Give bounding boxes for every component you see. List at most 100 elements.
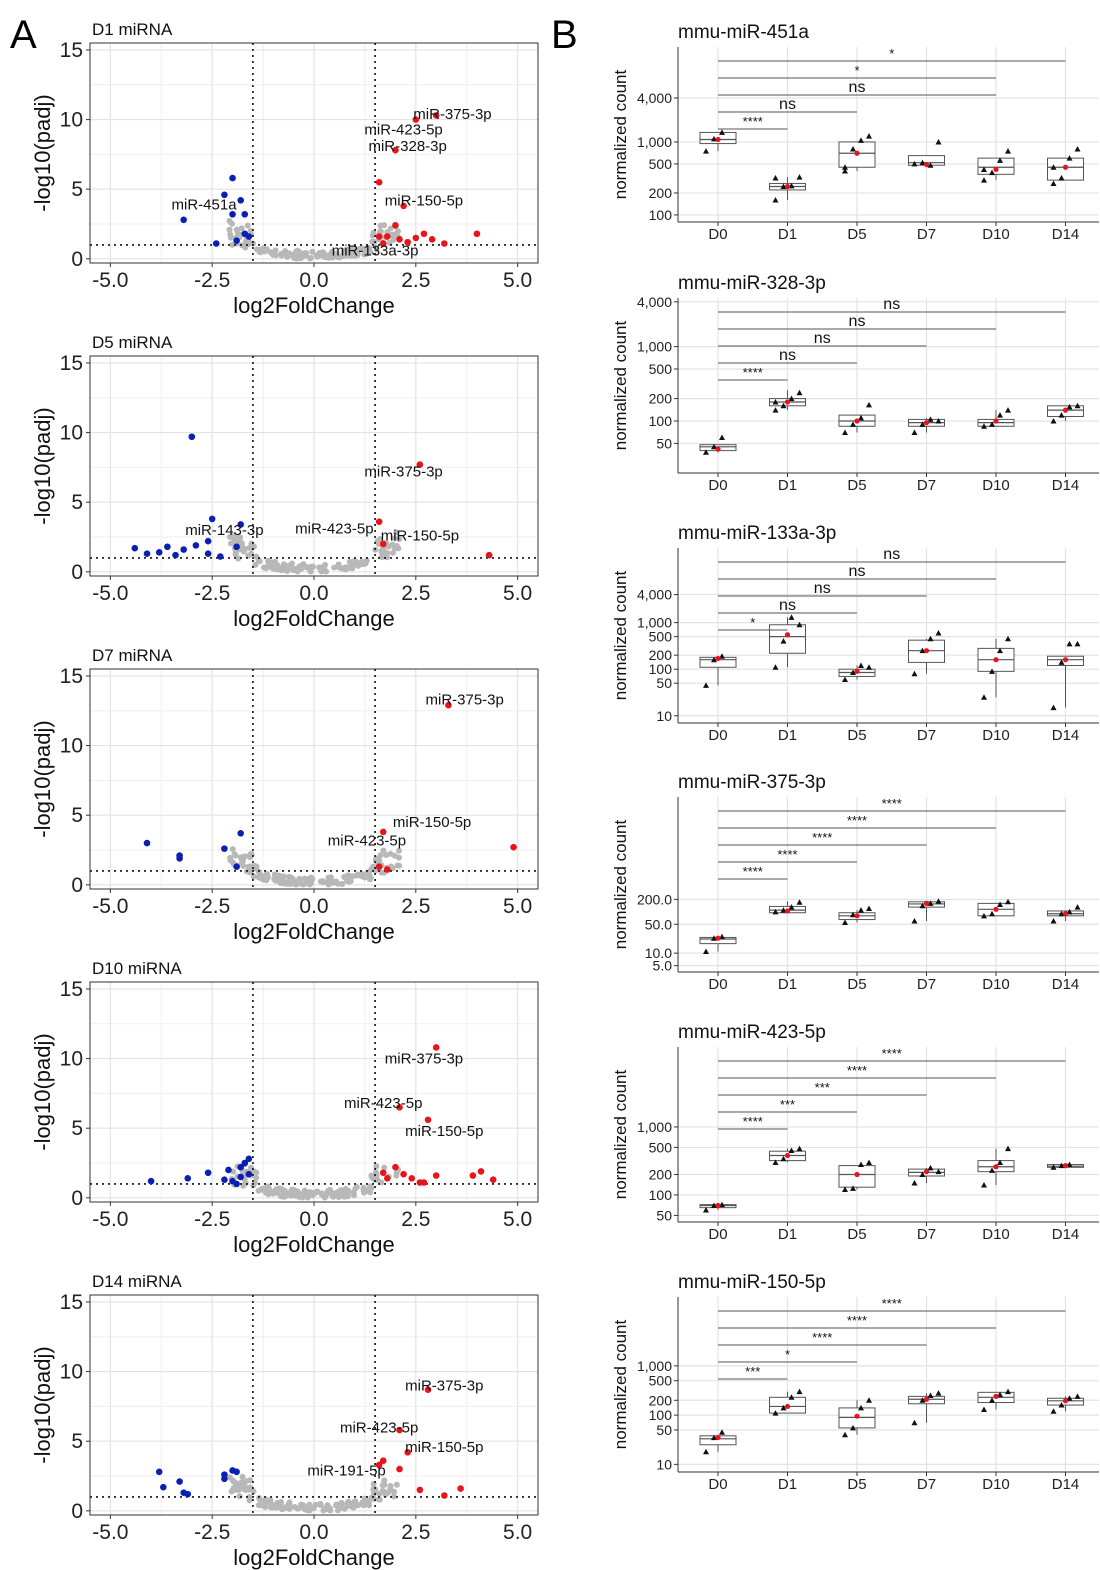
point-up: [396, 236, 403, 243]
mean-point: [715, 655, 721, 662]
point-label: miR-423-5p: [340, 1419, 418, 1436]
sample-point: [842, 167, 848, 174]
sample-point: [989, 169, 995, 176]
point-ns: [360, 1185, 367, 1192]
box-plot: D0 D1 D5 D7 D10 D14 5.010.0 50.0 200.0 **** **** **…: [611, 772, 1099, 993]
point-down: [204, 1169, 212, 1177]
point-up: [416, 461, 424, 468]
point-up: [432, 112, 440, 119]
point-ns: [256, 1496, 263, 1503]
point-ns: [253, 1174, 260, 1181]
point-down: [229, 210, 236, 218]
plot-frame: [89, 1294, 539, 1516]
point-up: [379, 240, 387, 247]
point-ns: [253, 1169, 260, 1176]
x-tick-label: D1: [778, 1476, 797, 1493]
significance-label: ns: [814, 330, 831, 347]
point-up: [379, 1457, 387, 1464]
x-tick-label: D14: [1052, 477, 1080, 494]
point-up: [379, 540, 387, 548]
point-ns: [227, 231, 234, 238]
point-label: miR-375-3p: [405, 1378, 483, 1395]
y-axis-label: normalized count: [611, 1069, 630, 1199]
point-ns: [317, 252, 324, 259]
sample-point: [850, 1424, 856, 1431]
significance-label: ***: [815, 1080, 830, 1095]
sample-point: [780, 1155, 787, 1162]
x-tick-label: D5: [847, 1226, 866, 1243]
point-ns: [356, 245, 363, 252]
mean-point: [993, 657, 999, 663]
charts: -5.0 -2.5 0.0 2.5 5.0051015miR-375-3pmiR-423…: [30, 20, 1099, 1570]
point-down: [180, 546, 187, 553]
point-up: [469, 1172, 477, 1179]
x-tick-label: -5.0: [92, 1521, 128, 1544]
sample-point: [927, 635, 934, 642]
point-label: miR-423-5p: [328, 832, 406, 849]
plot-area: [678, 298, 1099, 473]
point-up: [396, 1104, 403, 1111]
x-tick-label: 5.0: [503, 895, 532, 918]
point-ns: [381, 1164, 388, 1171]
sample-point: [911, 1179, 918, 1186]
sample-point: [796, 621, 803, 628]
x-tick-label: D5: [847, 976, 866, 993]
point-ns: [270, 251, 277, 258]
point-ns: [369, 238, 376, 245]
point-down: [237, 830, 244, 837]
point-ns: [313, 252, 320, 259]
point-up: [457, 1485, 464, 1492]
point-ns: [380, 847, 387, 854]
x-tick-label: D7: [917, 976, 936, 993]
point-ns: [246, 869, 253, 876]
y-tick-label: 15: [60, 352, 83, 375]
sample-point: [772, 197, 779, 203]
mean-point: [784, 1152, 791, 1159]
point-ns: [299, 563, 306, 570]
point-ns: [309, 875, 316, 882]
y-axis-label: -log10(padj): [30, 407, 55, 524]
sample-point: [919, 1171, 926, 1177]
significance-label: ****: [882, 796, 902, 811]
point-ns: [247, 227, 254, 234]
point-ns: [377, 222, 384, 229]
x-tick-label: 5.0: [503, 1521, 532, 1544]
point-down: [245, 1155, 253, 1163]
sample-point: [788, 395, 795, 402]
sample-point: [911, 670, 918, 677]
point-ns: [286, 1500, 293, 1507]
volcano-plot: -5.0 -2.5 0.0 2.5 5.0 0 5 10 15 miR-375-3p miR-150…: [30, 646, 539, 944]
y-tick-label: 500: [649, 1139, 673, 1155]
x-tick-label: D0: [708, 477, 727, 494]
x-tick-label: D7: [917, 1476, 936, 1493]
volcano-plot: -5.0 -2.5 0.0 2.5 5.0 0 5 10 15 miR-375-3p miR-423…: [30, 959, 539, 1257]
chart-title: mmu-miR-328-3p: [678, 273, 826, 294]
point-down: [208, 515, 216, 523]
point-ns: [307, 1505, 314, 1512]
sample-point: [780, 638, 787, 644]
point-ns: [372, 1169, 379, 1176]
point-ns: [357, 560, 364, 567]
significance-label: ****: [882, 1296, 902, 1311]
point-ns: [366, 872, 373, 879]
mean-point: [1062, 407, 1069, 413]
point-up: [445, 701, 452, 709]
y-tick-label: 10: [60, 1048, 83, 1071]
y-tick-label: 5: [71, 178, 83, 201]
panel-letter-a: A: [10, 13, 37, 57]
sample-point: [1074, 640, 1081, 647]
sample-point: [997, 901, 1003, 908]
point-ns: [387, 1485, 394, 1492]
x-tick-label: -2.5: [194, 895, 230, 918]
sample-point: [703, 1207, 709, 1213]
point-ns: [394, 862, 401, 869]
point-ns: [229, 241, 236, 248]
point-ns: [372, 1486, 379, 1493]
point-ns: [338, 881, 345, 888]
mean-point: [784, 1403, 791, 1410]
y-tick-label: 10: [60, 735, 83, 758]
point-ns: [329, 254, 336, 261]
point-ns: [278, 250, 285, 257]
sample-point: [997, 157, 1003, 163]
